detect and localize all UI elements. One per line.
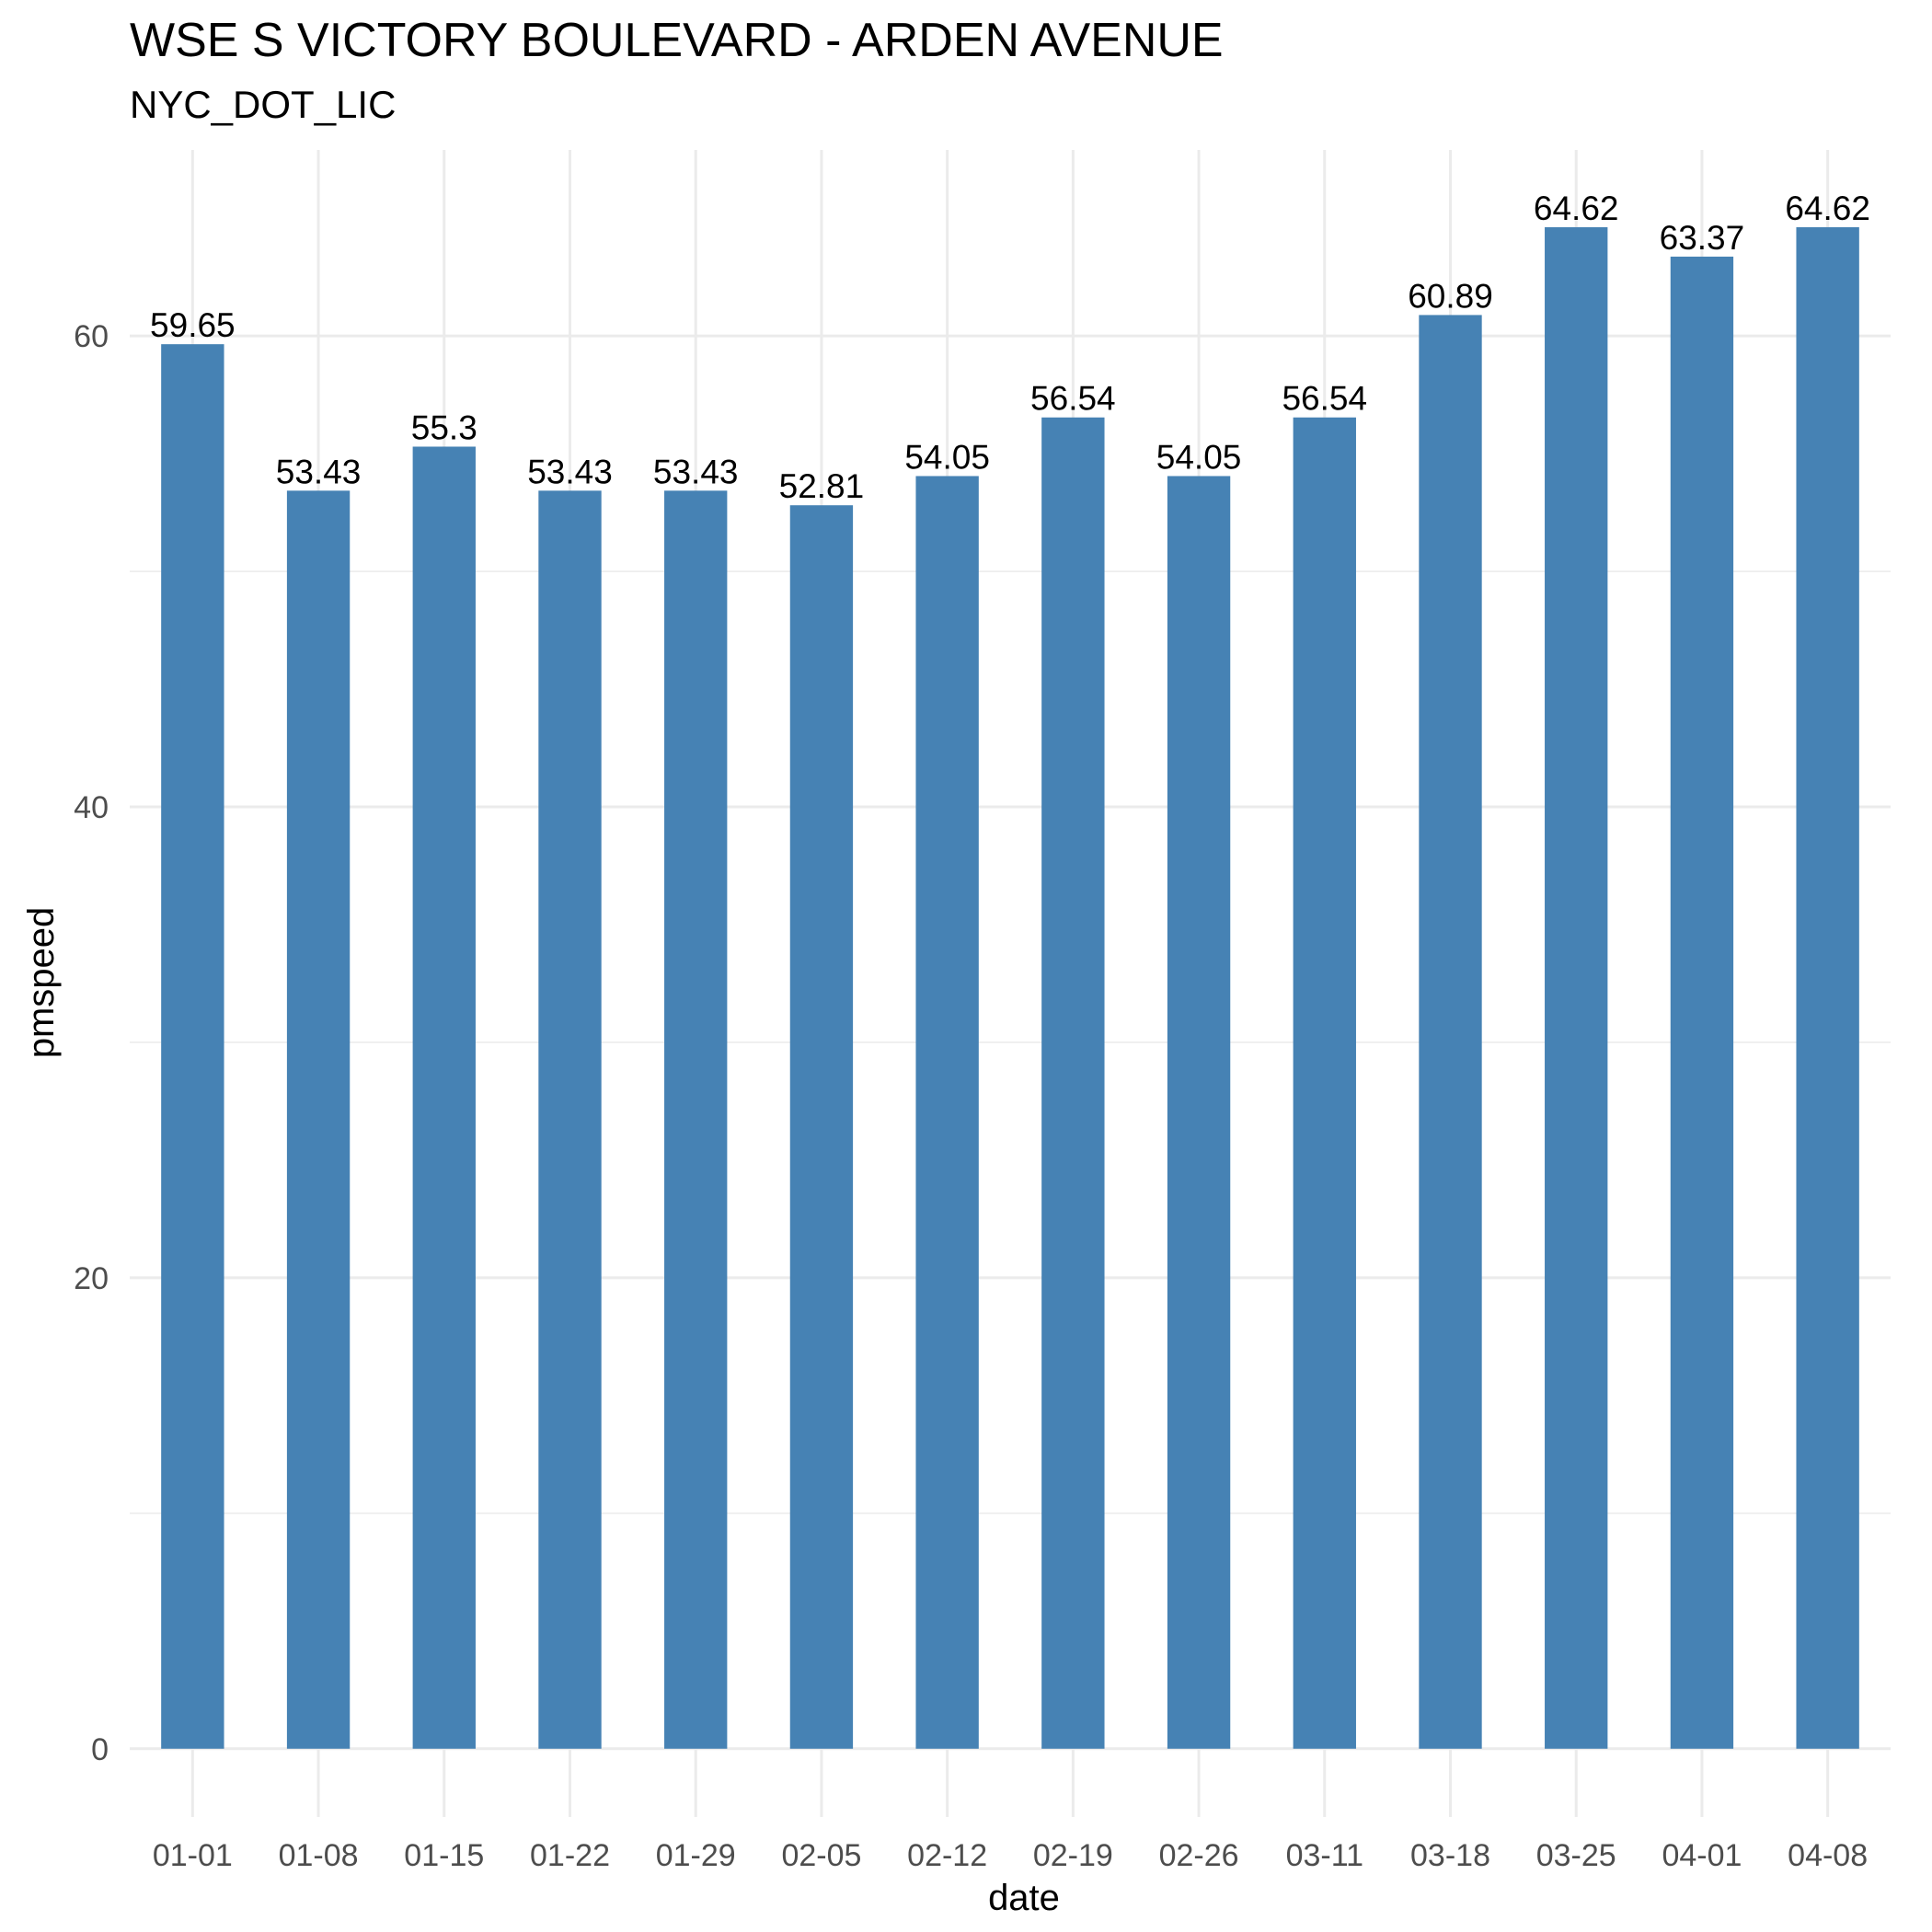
bar: [1419, 315, 1482, 1749]
y-tick-label: 0: [91, 1732, 109, 1767]
x-tick-label: 04-08: [1788, 1838, 1868, 1873]
bars: [161, 226, 1859, 1749]
bar-value-label: 63.37: [1660, 219, 1745, 257]
x-tick-label: 03-18: [1410, 1838, 1490, 1873]
bar: [1167, 476, 1231, 1749]
bar: [789, 505, 854, 1749]
x-tick-label: 02-26: [1159, 1838, 1239, 1873]
x-tick-label: 01-15: [404, 1838, 484, 1873]
data-labels: 59.65 53.43 55.3 53.43 53.43 52.81 54.05 56.54 5…: [150, 190, 1870, 505]
y-tick-label: 60: [74, 319, 109, 354]
chart-title: WSE S VICTORY BOULEVARD - ARDEN AVENUE: [130, 14, 1224, 67]
x-axis-title: date: [988, 1878, 1060, 1918]
bar-value-label: 54.05: [1156, 438, 1242, 476]
axes: 0 20 40 60 01-01 01-08 01-15 01-22 01-29 02-05 02-…: [74, 319, 1868, 1873]
bar-value-label: 52.81: [779, 467, 865, 505]
x-tick-label: 01-22: [530, 1838, 610, 1873]
bar: [1293, 417, 1356, 1749]
bar-value-label: 53.43: [276, 453, 362, 490]
x-tick-label: 01-08: [279, 1838, 359, 1873]
x-tick-label: 03-25: [1536, 1838, 1616, 1873]
y-tick-label: 40: [74, 790, 109, 825]
x-tick-label: 02-05: [781, 1838, 861, 1873]
bar: [915, 476, 979, 1749]
x-tick-label: 01-29: [656, 1838, 736, 1873]
x-tick-label: 02-12: [907, 1838, 987, 1873]
bar: [1041, 417, 1105, 1749]
gridlines: [130, 150, 1891, 1817]
bar-value-label: 64.62: [1534, 190, 1619, 227]
y-axis-title: pmspeed: [21, 907, 62, 1059]
x-tick-label: 01-01: [153, 1838, 233, 1873]
bar-value-label: 55.3: [411, 408, 477, 446]
bar: [1545, 226, 1608, 1749]
bar-value-label: 60.89: [1408, 277, 1493, 315]
bar: [1670, 256, 1734, 1749]
bar: [286, 490, 351, 1749]
bar-value-label: 64.62: [1785, 190, 1870, 227]
bar: [161, 344, 224, 1749]
bar-value-label: 56.54: [1282, 380, 1367, 418]
bar-value-label: 59.65: [150, 306, 236, 344]
bar: [412, 446, 476, 1749]
bar-value-label: 54.05: [904, 438, 990, 476]
bar-value-label: 56.54: [1030, 380, 1116, 418]
bar-value-label: 53.43: [653, 453, 739, 490]
x-tick-label: 04-01: [1662, 1838, 1742, 1873]
chart-subtitle: NYC_DOT_LIC: [130, 83, 397, 126]
bar: [1796, 226, 1859, 1749]
bar-value-label: 53.43: [527, 453, 613, 490]
y-tick-label: 20: [74, 1261, 109, 1296]
x-tick-label: 02-19: [1033, 1838, 1113, 1873]
bar: [664, 490, 728, 1749]
bar: [538, 490, 602, 1749]
x-tick-label: 03-11: [1286, 1838, 1363, 1873]
